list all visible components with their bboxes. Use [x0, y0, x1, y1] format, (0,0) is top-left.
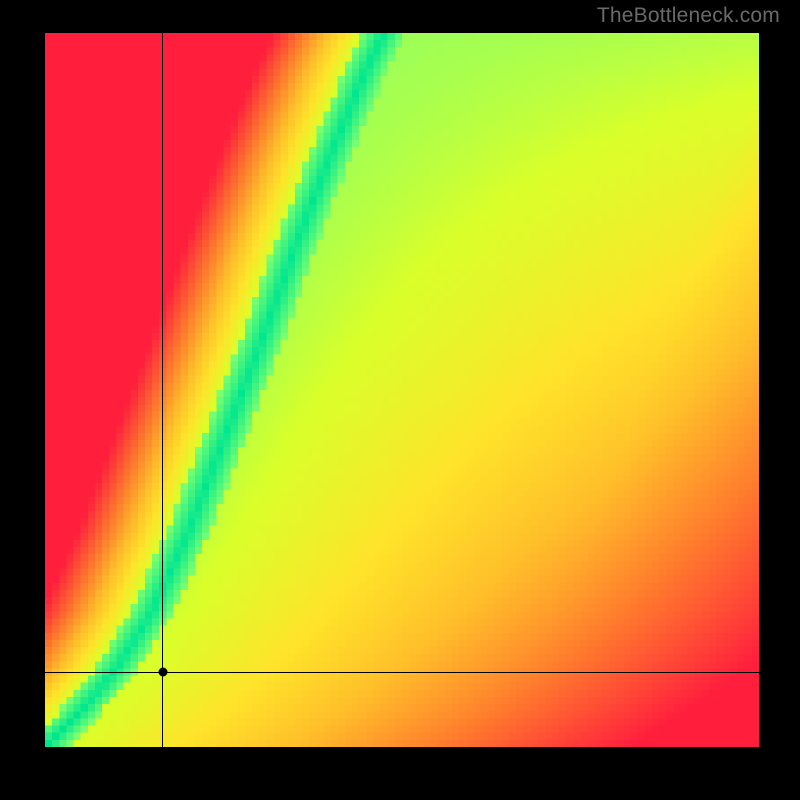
watermark-text: TheBottleneck.com: [597, 4, 780, 28]
plot-area: [45, 33, 759, 747]
crosshair-horizontal: [45, 672, 759, 673]
chart-container: TheBottleneck.com: [0, 0, 800, 800]
crosshair-marker: [158, 668, 167, 677]
crosshair-vertical: [162, 33, 163, 747]
heatmap-canvas: [45, 33, 759, 747]
